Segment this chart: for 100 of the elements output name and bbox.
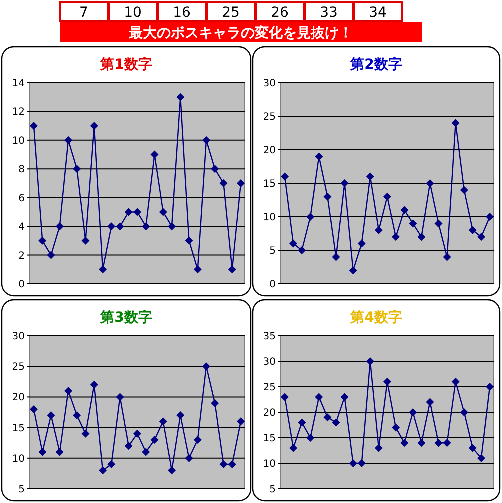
point (185, 454, 194, 462)
point (298, 246, 306, 254)
point (306, 434, 315, 442)
point (409, 220, 418, 228)
point (315, 152, 324, 161)
point (349, 460, 358, 468)
point (358, 460, 366, 468)
y-tick-label: 30 (263, 78, 276, 90)
point (332, 253, 340, 262)
point (468, 444, 477, 452)
point (202, 362, 210, 371)
y-tick-label: 6 (18, 193, 25, 204)
point (443, 439, 452, 448)
text: 26 (271, 5, 289, 21)
point (340, 393, 349, 402)
text: 33 (320, 5, 338, 21)
point (64, 136, 72, 144)
y-tick-label: 4 (18, 222, 25, 234)
text: 10 (124, 5, 142, 21)
text: 最大のボスキャラの変化を見抜け！ (128, 24, 353, 42)
point (426, 180, 434, 188)
text: 16 (173, 5, 191, 21)
point (134, 208, 142, 216)
point (324, 414, 332, 422)
point (159, 418, 168, 426)
y-tick-label: 10 (263, 459, 276, 470)
point (124, 208, 133, 216)
point (418, 439, 426, 448)
point (99, 266, 107, 274)
point (409, 408, 418, 416)
point (108, 460, 116, 469)
point (220, 180, 228, 188)
point (73, 412, 82, 420)
y-tick-label: 25 (263, 112, 276, 123)
point (468, 226, 477, 234)
y-tick-label: 12 (12, 107, 25, 118)
y-tick-label: 14 (12, 78, 25, 90)
y-tick-label: 10 (263, 212, 276, 224)
point (392, 424, 400, 432)
point (134, 430, 142, 438)
point (324, 192, 332, 201)
point (366, 172, 374, 181)
point (99, 466, 107, 475)
point (176, 93, 185, 102)
point (384, 378, 392, 386)
y-tick-label: 20 (12, 392, 25, 404)
chart-title: 第4数字 (350, 309, 402, 326)
point (400, 206, 409, 214)
point (185, 236, 194, 245)
point (281, 172, 289, 181)
y-tick-label: 0 (270, 280, 276, 290)
point (142, 448, 150, 456)
point (56, 448, 64, 456)
point (159, 208, 168, 216)
point (290, 240, 298, 248)
point (237, 180, 245, 188)
point (220, 460, 228, 469)
point (38, 236, 47, 245)
text: 25 (222, 5, 240, 21)
y-tick-label: 10 (12, 454, 25, 465)
point (211, 399, 220, 408)
chart-title: 第3数字 (100, 309, 152, 326)
y-tick-label: 15 (263, 434, 276, 444)
point (228, 460, 236, 469)
point (374, 444, 383, 452)
y-tick-label: 2 (18, 250, 25, 262)
y-tick-label: 10 (12, 136, 25, 147)
y-tick-label: 30 (12, 332, 25, 342)
point (384, 192, 392, 201)
point (426, 398, 434, 406)
point (418, 233, 426, 242)
point (443, 253, 452, 262)
point (194, 266, 202, 274)
point (211, 165, 220, 174)
point (332, 418, 340, 427)
point (486, 213, 494, 221)
point (194, 436, 202, 444)
chart-title: 第1数字 (100, 56, 152, 73)
point (202, 136, 210, 144)
point (108, 222, 116, 231)
point (56, 222, 64, 231)
point (124, 442, 133, 450)
point (237, 418, 245, 426)
y-tick-label: 15 (263, 179, 276, 190)
point (116, 393, 124, 402)
point (452, 119, 460, 128)
point (38, 448, 47, 456)
point (150, 150, 159, 159)
point (142, 222, 150, 231)
point (150, 436, 159, 444)
y-tick-label: 5 (18, 484, 25, 496)
point (358, 240, 366, 248)
point (73, 165, 82, 174)
point (366, 358, 374, 366)
point (306, 213, 315, 221)
point (290, 444, 298, 452)
y-tick-label: 5 (270, 484, 276, 496)
text: 34 (369, 5, 387, 21)
y-tick-label: 5 (270, 246, 276, 257)
point (168, 222, 176, 231)
